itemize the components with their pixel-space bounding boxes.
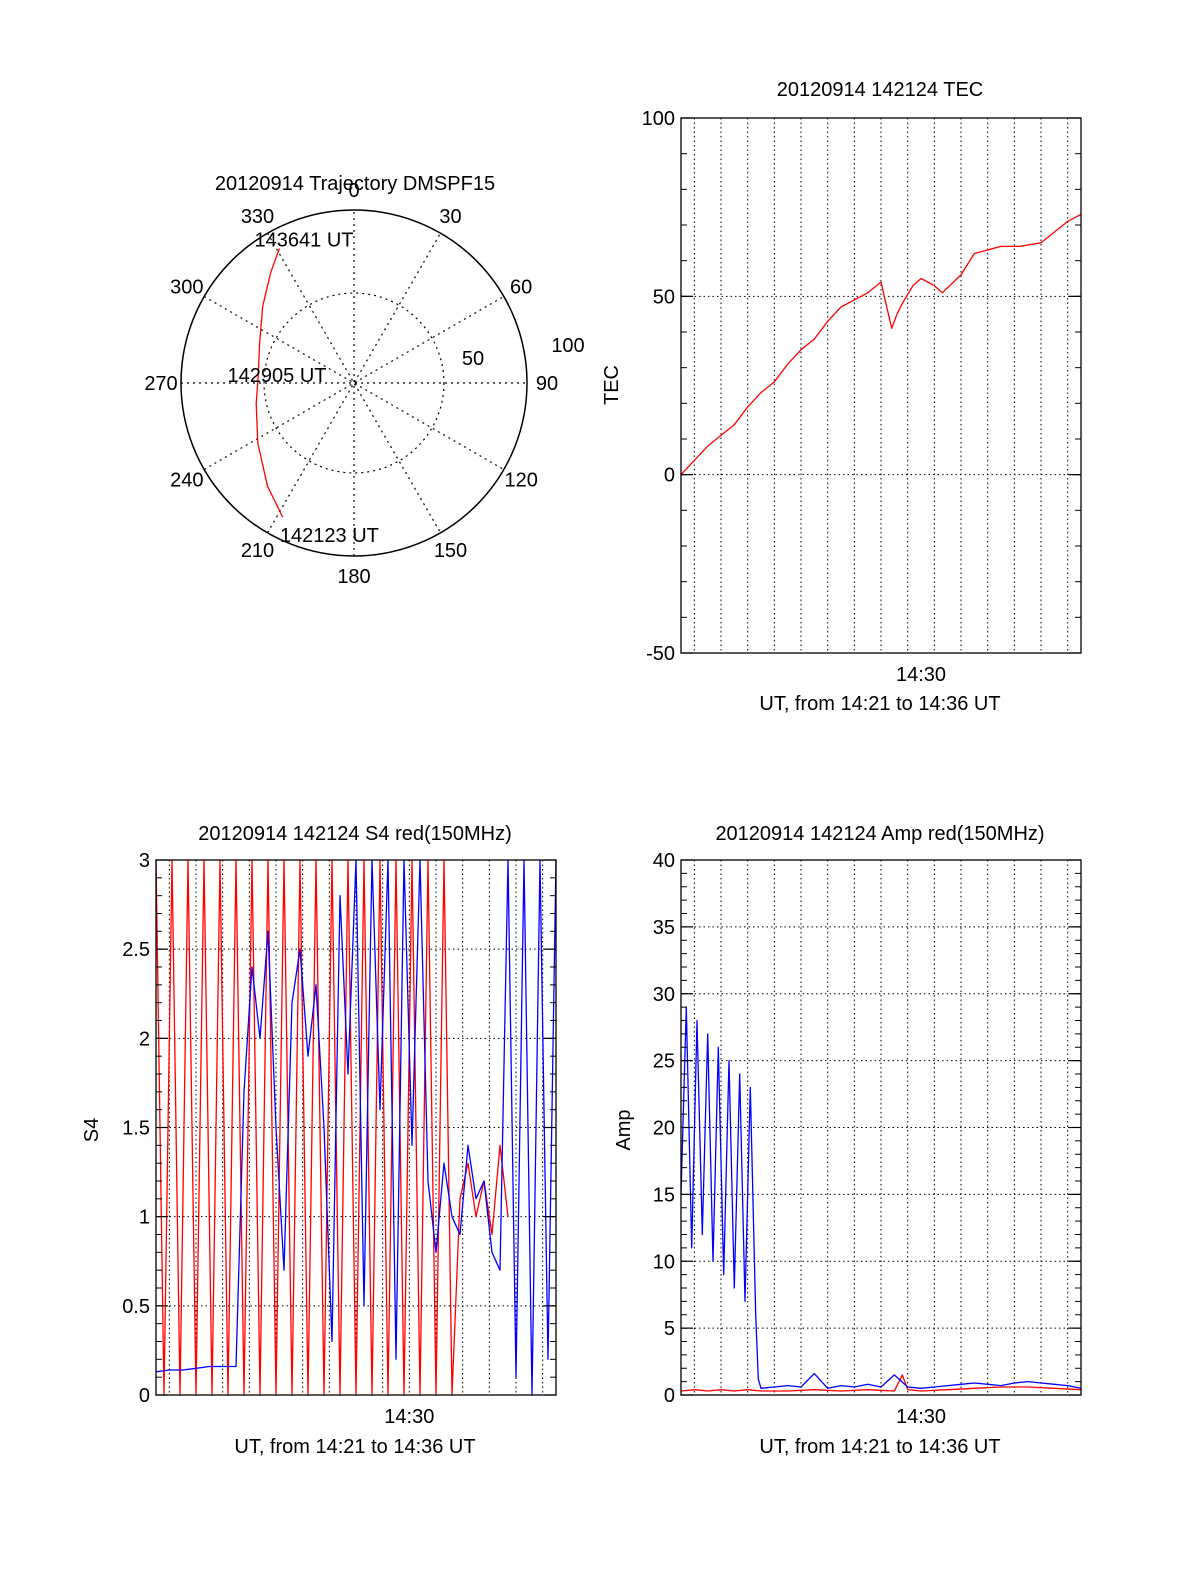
polar-angle-label: 90 bbox=[536, 373, 558, 395]
s4-axes: 0 0.5 1 1.5 2 2.5 3 14:30 bbox=[122, 850, 557, 1428]
amp-axes: 0 5 10 15 20 25 30 35 40 14:30 bbox=[653, 850, 1082, 1428]
polar-inner-circle bbox=[263, 292, 445, 474]
polar-radial-label: 50 bbox=[462, 348, 484, 370]
polar-spoke bbox=[266, 232, 442, 534]
polar-angle-label: 270 bbox=[144, 373, 177, 395]
tec-axes: -50 0 50 100 14:30 bbox=[642, 108, 1082, 686]
amp-ytick-label: 35 bbox=[653, 917, 675, 939]
s4-xtick-label: 14:30 bbox=[384, 1406, 434, 1428]
tec-panel: 20120914 142124 TEC TEC UT, from 14:21 t… bbox=[601, 79, 1082, 715]
polar-angle-label: 0 bbox=[348, 180, 359, 202]
amp-xtick-label: 14:30 bbox=[896, 1406, 946, 1428]
s4-panel: 20120914 142124 S4 red(150MHz) S4 UT, fr… bbox=[81, 823, 557, 1458]
trajectory-time-label: 142123 UT bbox=[280, 525, 379, 547]
amp-ytick-label: 20 bbox=[653, 1118, 675, 1140]
polar-angle-label: 240 bbox=[170, 470, 203, 492]
polar-angle-label: 120 bbox=[504, 470, 537, 492]
s4-ytick-label: 1 bbox=[139, 1207, 150, 1229]
s4-ytick-label: 2 bbox=[139, 1028, 150, 1050]
tec-title: 20120914 142124 TEC bbox=[777, 79, 983, 101]
tec-series bbox=[680, 213, 1082, 476]
tec-xtick-label: 14:30 bbox=[896, 664, 946, 686]
amp-ytick-label: 15 bbox=[653, 1184, 675, 1206]
tec-series-line bbox=[680, 213, 1082, 476]
s4-ylabel: S4 bbox=[81, 1118, 103, 1142]
polar-spoke bbox=[203, 295, 505, 471]
s4-title: 20120914 142124 S4 red(150MHz) bbox=[198, 823, 512, 845]
trajectory-title: 20120914 Trajectory DMSPF15 bbox=[215, 173, 495, 195]
amp-ytick-label: 25 bbox=[653, 1051, 675, 1073]
polar-angle-label: 210 bbox=[241, 540, 274, 562]
amp-title: 20120914 142124 Amp red(150MHz) bbox=[715, 823, 1044, 845]
s4-ytick-label: 0.5 bbox=[122, 1296, 150, 1318]
amp-series-line bbox=[680, 1006, 1082, 1389]
amp-ytick-label: 40 bbox=[653, 850, 675, 872]
amp-series-line bbox=[680, 1374, 1082, 1392]
trajectory-series bbox=[255, 248, 284, 518]
polar-grid bbox=[180, 209, 528, 557]
tec-ytick-label: 100 bbox=[642, 108, 675, 130]
tec-frame bbox=[680, 117, 1082, 654]
tec-ytick-label: -50 bbox=[646, 643, 675, 665]
amp-series bbox=[680, 1006, 1082, 1392]
amp-ytick-label: 0 bbox=[664, 1385, 675, 1407]
polar-angle-label: 30 bbox=[439, 206, 461, 228]
amp-ytick-label: 10 bbox=[653, 1251, 675, 1273]
tec-ylabel: TEC bbox=[601, 365, 623, 405]
amp-ytick-label: 5 bbox=[664, 1318, 675, 1340]
trajectory-time-label: 143641 UT bbox=[255, 229, 354, 251]
polar-radial-label: 100 bbox=[551, 335, 584, 357]
amp-ylabel: Amp bbox=[613, 1109, 635, 1150]
trajectory-time-label: 142905 UT bbox=[228, 365, 327, 387]
polar-angle-label: 300 bbox=[170, 277, 203, 299]
tec-ytick-label: 50 bbox=[653, 286, 675, 308]
polar-angle-label: 60 bbox=[510, 277, 532, 299]
s4-ytick-label: 2.5 bbox=[122, 939, 150, 961]
amp-ytick-label: 30 bbox=[653, 984, 675, 1006]
amp-grid bbox=[681, 859, 1081, 1396]
s4-ytick-label: 1.5 bbox=[122, 1118, 150, 1140]
tec-xlabel: UT, from 14:21 to 14:36 UT bbox=[759, 693, 1000, 715]
s4-xlabel: UT, from 14:21 to 14:36 UT bbox=[234, 1436, 475, 1458]
s4-ytick-label: 0 bbox=[139, 1385, 150, 1407]
tec-ytick-label: 0 bbox=[664, 465, 675, 487]
amp-panel: 20120914 142124 Amp red(150MHz) Amp UT, … bbox=[613, 823, 1082, 1458]
polar-spoke bbox=[266, 232, 442, 534]
trajectory-panel: 20120914 Trajectory DMSPF15 0 30 60 90 120 15… bbox=[144, 173, 584, 588]
s4-ytick-label: 3 bbox=[139, 850, 150, 872]
trajectory-line bbox=[255, 248, 284, 518]
polar-spoke bbox=[203, 295, 505, 471]
amp-xlabel: UT, from 14:21 to 14:36 UT bbox=[759, 1436, 1000, 1458]
polar-labels: 0 30 60 90 120 150 180 210 240 270 300 330 50 100 1436… bbox=[144, 180, 584, 588]
polar-angle-label: 180 bbox=[337, 566, 370, 588]
polar-angle-label: 330 bbox=[241, 206, 274, 228]
polar-angle-label: 150 bbox=[434, 540, 467, 562]
